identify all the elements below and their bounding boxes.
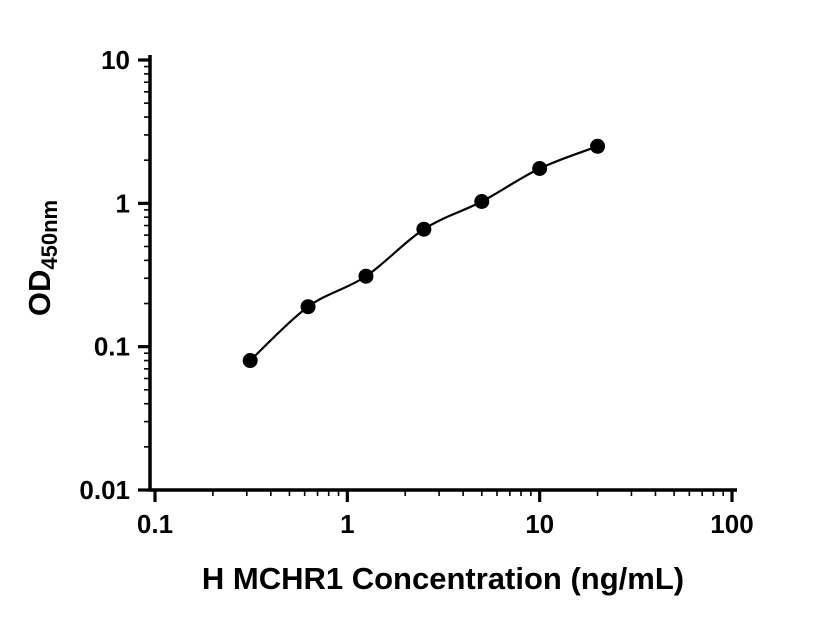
fit-curve (249, 145, 598, 362)
y-axis-title: OD450nm (22, 200, 62, 316)
x-tick-label: 100 (710, 509, 753, 539)
y-tick-label: 1 (116, 188, 130, 218)
axis-spine (148, 55, 737, 492)
data-point (474, 193, 490, 209)
x-tick-label: 10 (525, 509, 554, 539)
data-point (358, 268, 374, 284)
x-tick-label: 1 (340, 509, 354, 539)
y-tick-label: 0.01 (79, 475, 130, 505)
x-axis-title: H MCHR1 Concentration (ng/mL) (202, 561, 684, 596)
x-tick-label: 0.1 (137, 509, 173, 539)
y-tick-label: 10 (101, 45, 130, 75)
data-point (416, 221, 432, 237)
data-point (532, 160, 548, 176)
data-point (300, 299, 316, 315)
y-axis-title-subscript: 450nm (37, 200, 62, 270)
data-point (242, 353, 258, 369)
data-point (590, 138, 606, 154)
y-axis-title-main: OD (22, 270, 57, 317)
y-tick-label: 0.1 (94, 332, 130, 362)
